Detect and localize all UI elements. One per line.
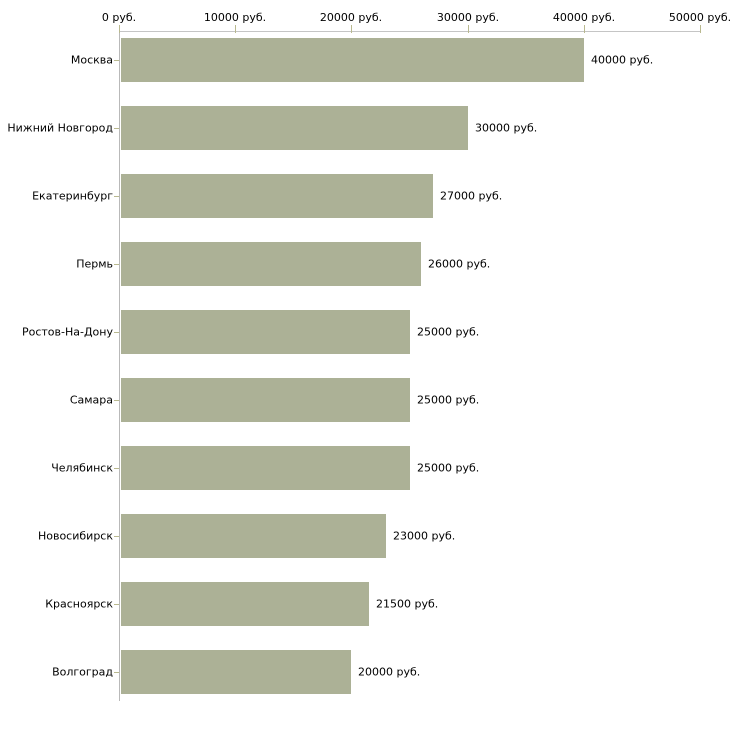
bar xyxy=(121,38,584,82)
category-tick xyxy=(114,672,119,673)
x-axis-tick-label: 50000 руб. xyxy=(668,11,730,24)
x-axis-tick xyxy=(584,25,585,33)
value-label: 25000 руб. xyxy=(417,461,480,475)
category-label: Красноярск xyxy=(45,597,113,611)
value-label: 26000 руб. xyxy=(428,257,491,271)
y-axis-line xyxy=(119,31,120,701)
category-tick xyxy=(114,60,119,61)
bar xyxy=(121,514,386,558)
x-axis-tick-label: 40000 руб. xyxy=(552,11,616,24)
bar xyxy=(121,310,410,354)
category-label: Самара xyxy=(69,393,113,407)
category-label: Екатеринбург xyxy=(32,189,113,203)
x-axis-tick xyxy=(468,25,469,33)
category-label: Ростов-На-Дону xyxy=(21,325,113,339)
category-label: Новосибирск xyxy=(37,529,113,543)
category-tick xyxy=(114,264,119,265)
value-label: 25000 руб. xyxy=(417,393,480,407)
category-tick xyxy=(114,604,119,605)
value-label: 21500 руб. xyxy=(376,597,439,611)
category-label: Пермь xyxy=(76,257,113,271)
bar xyxy=(121,446,410,490)
value-label: 20000 руб. xyxy=(358,665,421,679)
x-axis-line xyxy=(119,31,701,32)
x-axis-tick-label: 10000 руб. xyxy=(203,11,267,24)
value-label: 30000 руб. xyxy=(475,121,538,135)
bar xyxy=(121,650,351,694)
category-tick xyxy=(114,468,119,469)
x-axis-tick xyxy=(119,25,120,33)
x-axis-tick-label: 20000 руб. xyxy=(319,11,383,24)
value-label: 23000 руб. xyxy=(393,529,456,543)
category-tick xyxy=(114,400,119,401)
value-label: 27000 руб. xyxy=(440,189,503,203)
value-label: 25000 руб. xyxy=(417,325,480,339)
x-axis-tick-label: 30000 руб. xyxy=(436,11,500,24)
category-label: Москва xyxy=(70,53,113,67)
bar xyxy=(121,378,410,422)
category-label: Волгоград xyxy=(52,665,113,679)
x-axis-tick xyxy=(351,25,352,33)
x-axis-tick-label: 0 руб. xyxy=(101,11,137,24)
x-axis-tick xyxy=(700,25,701,33)
category-tick xyxy=(114,332,119,333)
x-axis-tick xyxy=(235,25,236,33)
bar xyxy=(121,582,369,626)
value-label: 40000 руб. xyxy=(591,53,654,67)
category-tick xyxy=(114,196,119,197)
category-label: Нижний Новгород xyxy=(7,121,113,135)
bar xyxy=(121,242,421,286)
bar xyxy=(121,174,433,218)
category-label: Челябинск xyxy=(51,461,113,475)
bar xyxy=(121,106,468,150)
category-tick xyxy=(114,536,119,537)
category-tick xyxy=(114,128,119,129)
